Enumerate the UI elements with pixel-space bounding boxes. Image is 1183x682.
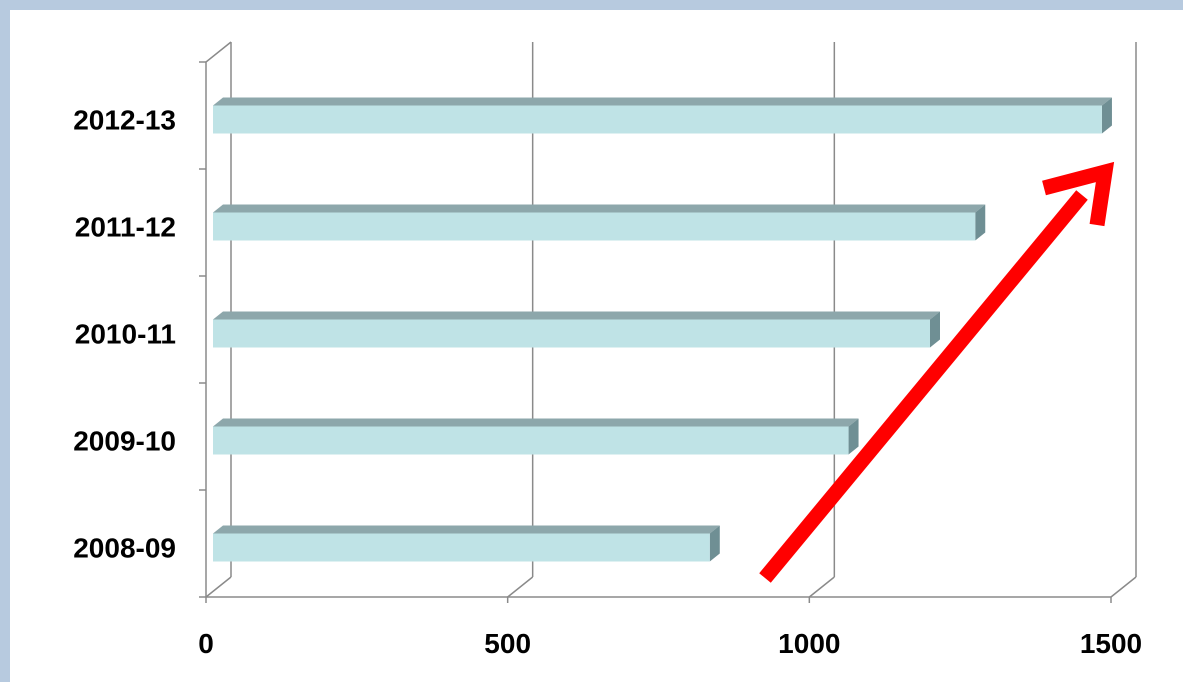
growth-arrow <box>759 161 1115 583</box>
bar-face-2009-10 <box>213 426 849 455</box>
bar-2008-09 <box>213 525 720 562</box>
gridline-floor-1500 <box>1110 576 1137 598</box>
bar-2010-11 <box>213 311 940 348</box>
bar-2012-13 <box>213 97 1112 134</box>
bar-side-2010-11 <box>930 311 940 348</box>
bar-side-2009-10 <box>848 418 859 455</box>
chart-bars <box>213 97 1112 562</box>
category-label-2008-09: 2008-09 <box>73 533 176 564</box>
category-label-2009-10: 2009-10 <box>73 426 176 457</box>
bar-face-2012-13 <box>213 105 1102 134</box>
bar-side-2011-12 <box>975 204 986 241</box>
bar-face-2010-11 <box>213 319 930 348</box>
bar-side-2012-13 <box>1101 97 1112 134</box>
tick-label-0: 0 <box>198 628 214 659</box>
bar-top-2012-13 <box>213 97 1112 106</box>
category-label-2011-12: 2011-12 <box>75 212 176 243</box>
category-label-2010-11: 2010-11 <box>75 319 176 350</box>
category-axis-labels: 2008-09 2009-10 2010-11 2011-12 2012-13 <box>73 105 176 564</box>
arrow-shaft <box>759 190 1088 583</box>
category-label-2012-13: 2012-13 <box>73 105 176 136</box>
tick-label-500: 500 <box>484 628 531 659</box>
tick-label-1500: 1500 <box>1080 628 1142 659</box>
value-axis-labels: 0 500 1000 1500 <box>198 628 1142 659</box>
gridline-floor-0 <box>205 576 232 598</box>
bar-face-2011-12 <box>213 212 976 241</box>
bar-top-2009-10 <box>213 418 859 427</box>
bar-side-2008-09 <box>709 525 720 562</box>
bar-2011-12 <box>213 204 986 241</box>
gridline-floor-500 <box>507 576 534 598</box>
gridline-floor-1000 <box>808 576 835 598</box>
bar-face-2008-09 <box>213 533 710 562</box>
bar-top-2008-09 <box>213 525 720 534</box>
bar-chart: 2008-09 2009-10 2010-11 2011-12 2012-13 0 500… <box>73 41 1142 659</box>
tick-label-1000: 1000 <box>778 628 840 659</box>
bar-top-2010-11 <box>213 311 940 320</box>
chart-stage: 2008-09 2009-10 2010-11 2011-12 2012-13 0 500… <box>10 10 1183 682</box>
bar-top-2011-12 <box>213 204 986 213</box>
bar-2009-10 <box>213 418 859 455</box>
arrow-head <box>1042 161 1115 227</box>
